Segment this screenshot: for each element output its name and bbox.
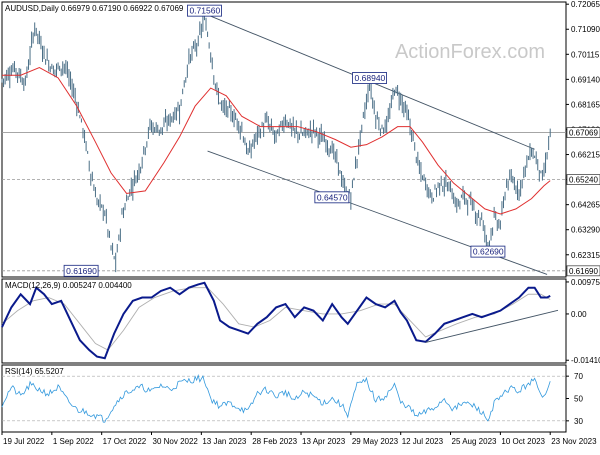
swing-annotation-box [187,4,222,17]
price-y-tick-label: 0.62315 [571,251,600,260]
price-level-label: 0.61690 [569,267,598,276]
macd-y-tick-label: 0.00 [571,310,587,319]
price-level-label: 0.65240 [569,176,598,185]
price-y-tick-label: 0.68165 [571,100,600,109]
price-y-tick-label: 0.71090 [571,25,600,34]
swing-annotation-box [470,245,506,258]
macd-trend-line [425,309,559,343]
swing-annotation-label: 0.62690 [473,247,504,257]
swing-annotation-box [63,264,99,277]
swing-annotation-label: 0.64570 [317,192,348,202]
watermark: ActionForex.com [395,41,545,63]
swing-annotation-label: 0.61690 [66,266,97,276]
price-level-box [566,174,600,185]
price-y-tick-label: 0.69140 [571,75,600,84]
x-axis: 19 Jul 2022 1 Sep 2022 17 Oct 2022 30 Nov 2… [1,432,597,446]
x-tick-label: 25 Aug 2023 [452,437,497,446]
macd-pane: 0.009751 0.00 -0.014107 MACD(12,26,9) 0.005… [1,278,600,365]
swing-annotation-label: 0.71560 [189,6,220,16]
price-y-tick-label: 0.64265 [571,201,600,210]
x-tick-label: 13 Apr 2023 [302,437,346,446]
macd-title: MACD(12,26,9) 0.005247 0.004400 [5,281,132,290]
macd-pane-frame [1,278,567,364]
price-y-tick-label: 0.70115 [571,50,600,59]
x-tick-label: 17 Oct 2022 [103,437,147,446]
price-level-box [566,265,600,277]
price-y-tick-label: 0.63290 [571,226,600,235]
swing-annotation-label: 0.68940 [355,73,386,83]
swing-annotation-box [314,191,350,204]
swing-annotation-box [352,72,388,84]
macd-y-tick-label: 0.009751 [571,278,600,287]
rsi-pane-frame [1,364,567,433]
rsi-title: RSI(14) 65.5207 [5,367,64,376]
x-tick-label: 1 Sep 2022 [53,437,94,446]
x-tick-label: 29 May 2023 [352,437,399,446]
price-pane: 0.720650.710900.701150.691400.681650.671… [1,0,600,277]
x-tick-label: 19 Jul 2022 [3,437,45,446]
x-tick-label: 28 Feb 2023 [252,437,297,446]
sma-line [2,66,551,215]
x-tick-label: 13 Jan 2023 [202,437,247,446]
macd-y-tick-label: -0.014107 [571,356,600,365]
price-title: AUDUSD,Daily 0.66979 0.67190 0.66922 0.6… [5,4,184,13]
x-tick-label: 23 Nov 2023 [551,437,597,446]
price-bars [1,6,551,273]
rsi-y-tick-label: 30 [574,417,583,426]
price-level-box [566,127,600,138]
rsi-line [1,373,551,423]
rsi-y-tick-label: 70 [574,372,583,381]
price-y-tick-label: 0.72065 [571,0,600,9]
x-tick-label: 12 Jul 2023 [402,437,444,446]
x-tick-label: 30 Nov 2022 [153,437,199,446]
macd-signal-line [1,287,551,351]
x-tick-label: 10 Oct 2023 [501,437,545,446]
price-level-label: 0.67069 [569,129,598,138]
price-y-tick-label: 0.66215 [571,151,600,160]
rsi-y-tick-label: 50 [574,395,583,404]
rsi-pane: 70 50 30 RSI(14) 65.5207 [1,367,583,426]
macd-line [1,281,551,360]
price-pane-frame [1,1,567,278]
